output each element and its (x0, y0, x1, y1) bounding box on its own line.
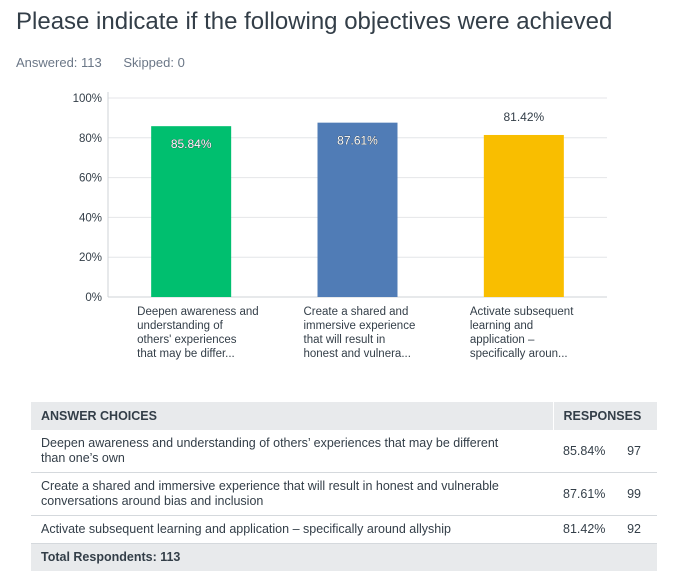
x-category-label: immersive experience (304, 320, 416, 332)
answer-choice: Activate subsequent learning and applica… (31, 515, 553, 544)
x-category-label: Create a shared and (304, 306, 409, 318)
total-row: Total Respondents: 113 (31, 543, 657, 571)
x-category-label: specifically aroun... (470, 348, 568, 360)
bar-value-label: 87.61% (337, 134, 378, 148)
y-tick-label: 0% (85, 292, 102, 304)
response-percent: 85.84% (553, 430, 621, 473)
answers-table: ANSWER CHOICES RESPONSES Deepen awarenes… (31, 402, 657, 571)
answer-choices-header: ANSWER CHOICES (31, 402, 553, 430)
x-category-label: application – (470, 334, 535, 346)
x-category-label: learning and (470, 320, 533, 332)
y-tick-label: 100% (73, 93, 102, 105)
question-title: Please indicate if the following objecti… (16, 8, 613, 35)
y-tick-label: 20% (79, 252, 102, 264)
skipped-count: Skipped: 0 (123, 55, 185, 70)
y-tick-label: 60% (79, 173, 102, 185)
table-row: Activate subsequent learning and applica… (31, 515, 657, 544)
bar-value-label: 81.42% (503, 110, 544, 124)
answer-choice: Create a shared and immersive experience… (31, 472, 553, 516)
table-row: Deepen awareness and understanding of ot… (31, 430, 657, 473)
response-count: 99 (621, 472, 657, 516)
table-header-row: ANSWER CHOICES RESPONSES (31, 402, 657, 430)
x-category-label: others' experiences (137, 334, 237, 346)
response-summary: Answered: 113 Skipped: 0 (16, 55, 203, 70)
bar (151, 126, 232, 297)
x-category-label: honest and vulnera... (304, 348, 411, 360)
bar-chart: 0% 20% 40% 60% 80% 100% 85.84% Deepen awareness… (73, 92, 607, 360)
bar-value-label: 85.84% (171, 137, 212, 151)
response-count: 92 (621, 515, 657, 544)
response-percent: 87.61% (553, 472, 621, 516)
responses-header: RESPONSES (552, 402, 657, 430)
y-tick-label: 40% (79, 212, 102, 224)
bar (483, 134, 564, 297)
x-category-label: understanding of (137, 320, 223, 332)
x-category-label: that may be differ... (137, 348, 235, 360)
x-category-label: that will result in (304, 334, 386, 346)
response-percent: 81.42% (553, 515, 621, 544)
response-count: 97 (621, 430, 657, 473)
x-category-label: Deepen awareness and (137, 306, 258, 318)
answer-choice: Deepen awareness and understanding of ot… (31, 430, 553, 473)
bar (317, 122, 398, 297)
x-category-label: Activate subsequent (470, 306, 574, 318)
total-respondents: Total Respondents: 113 (31, 543, 657, 571)
table-row: Create a shared and immersive experience… (31, 472, 657, 516)
answered-count: Answered: 113 (16, 55, 102, 70)
y-tick-label: 80% (79, 133, 102, 145)
